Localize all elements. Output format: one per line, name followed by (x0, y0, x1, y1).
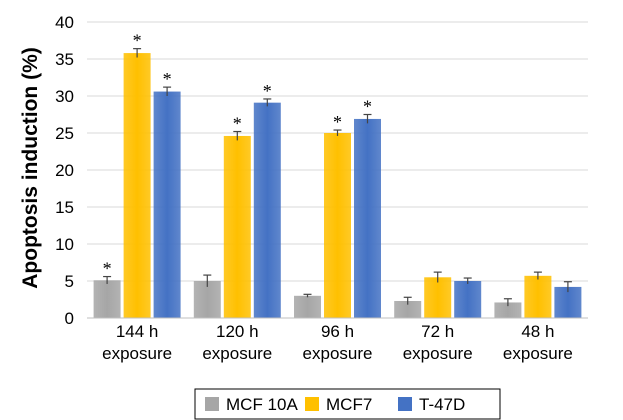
legend-swatch (205, 397, 219, 411)
bar-t-47d (454, 281, 482, 318)
x-tick-label: exposure (202, 344, 272, 363)
y-tick-label: 0 (65, 309, 74, 328)
significance-marker: * (163, 69, 172, 89)
y-tick-label: 40 (55, 13, 74, 32)
x-tick-label: exposure (102, 344, 172, 363)
y-tick-label: 15 (55, 198, 74, 217)
significance-marker: * (233, 114, 242, 134)
significance-marker: * (333, 112, 342, 132)
bar-t-47d (354, 118, 381, 318)
significance-marker: * (103, 259, 112, 279)
y-tick-label: 35 (55, 50, 74, 69)
x-tick-label: 144 h (116, 322, 159, 341)
bar-mcf-10a (93, 280, 121, 318)
significance-marker: * (263, 81, 272, 101)
bar-mcf7 (424, 277, 452, 318)
bar-mcf7 (223, 135, 251, 318)
bar-mcf-10a (294, 295, 321, 318)
y-tick-label: 20 (55, 161, 74, 180)
x-tick-label: exposure (403, 344, 473, 363)
y-axis-label: Apoptosis induction (%) (19, 47, 42, 288)
legend-border (194, 388, 501, 420)
legend-swatch (305, 397, 319, 411)
significance-marker: * (363, 97, 372, 117)
bars: * * * * * * * (93, 31, 582, 318)
y-tick-label: 5 (65, 272, 74, 291)
y-tick-label: 30 (55, 87, 74, 106)
x-tick-label: exposure (303, 344, 373, 363)
bar-mcf7 (524, 275, 552, 318)
bar-mcf7 (324, 133, 351, 318)
legend-label: MCF7 (326, 395, 372, 414)
bar-mcf7 (123, 53, 151, 318)
significance-marker: * (133, 31, 142, 51)
x-tick-label: 72 h (421, 322, 454, 341)
y-tick-label: 10 (55, 235, 74, 254)
legend: MCF 10A MCF7 T-47D (194, 388, 501, 420)
y-axis-ticks: 0 5 10 15 20 25 30 35 40 (55, 13, 74, 328)
x-tick-label: 96 h (321, 322, 354, 341)
bar-t-47d (153, 91, 181, 318)
bar-mcf-10a (494, 302, 522, 318)
x-axis-categories: 144 h exposure 120 h exposure 96 h exposure 72… (102, 322, 573, 363)
x-tick-label: 48 h (521, 322, 554, 341)
x-tick-label: 120 h (216, 322, 259, 341)
y-tick-label: 25 (55, 124, 74, 143)
legend-label: MCF 10A (226, 395, 298, 414)
legend-swatch (398, 397, 412, 411)
legend-items: MCF 10A MCF7 T-47D (205, 395, 465, 414)
bar-t-47d (253, 102, 281, 318)
x-tick-label: exposure (503, 344, 573, 363)
bar-mcf-10a (193, 281, 221, 318)
bar-mcf-10a (394, 300, 422, 318)
legend-label: T-47D (419, 395, 465, 414)
